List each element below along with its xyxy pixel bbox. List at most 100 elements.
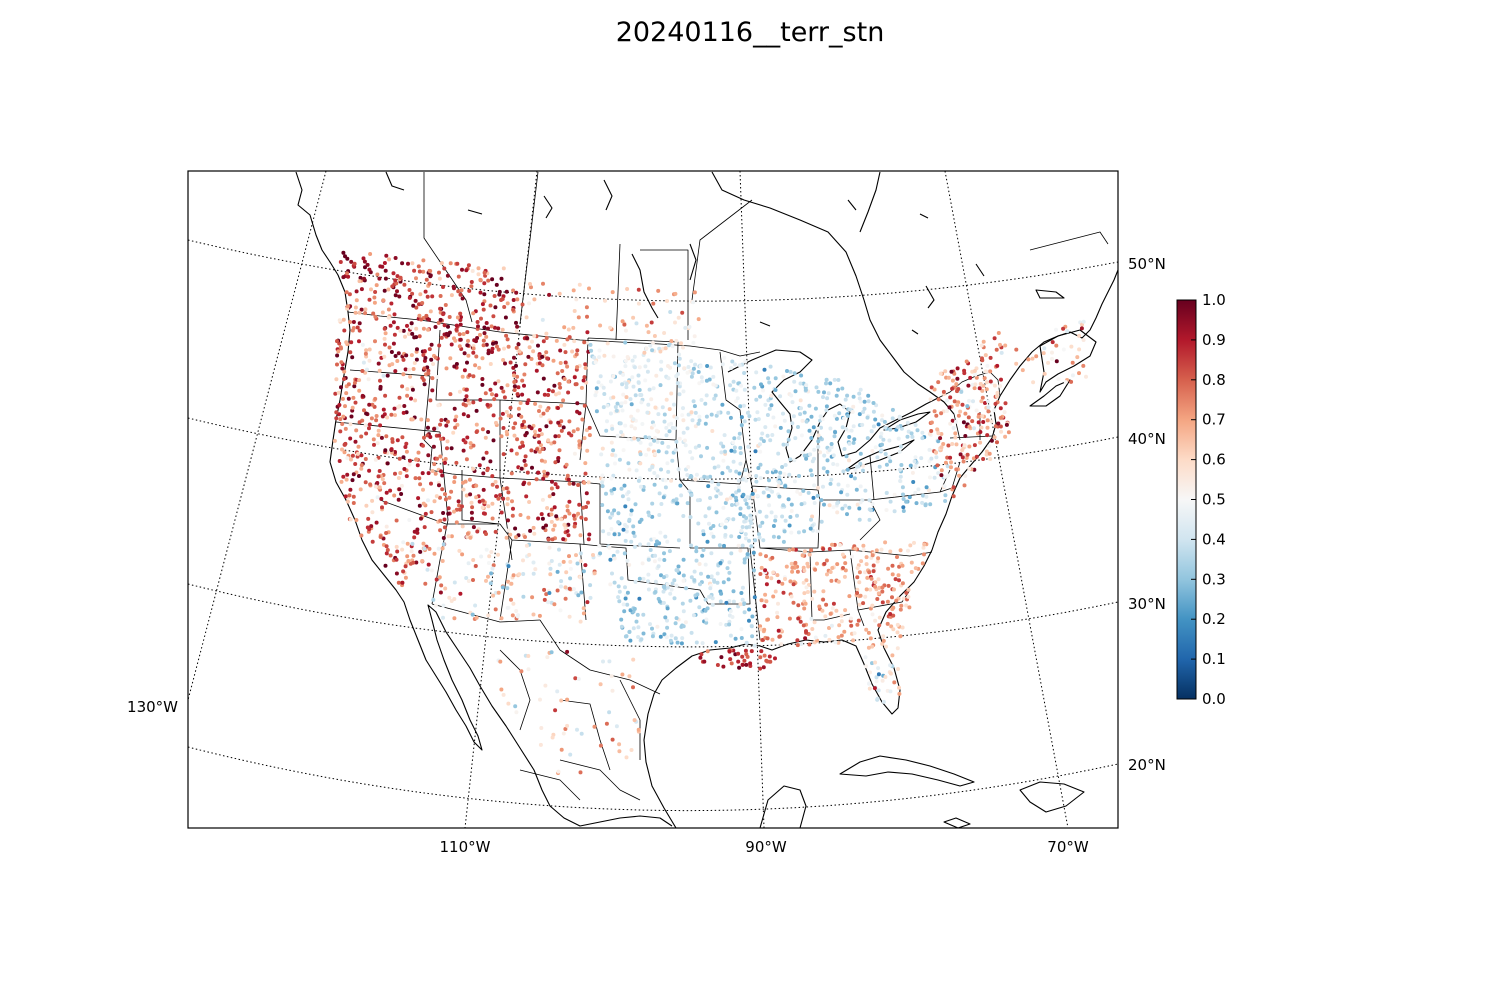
station-marker — [884, 462, 889, 467]
station-marker — [664, 635, 669, 640]
station-marker — [998, 424, 1003, 429]
station-marker — [663, 615, 668, 620]
station-marker — [464, 576, 469, 580]
station-marker — [433, 325, 438, 329]
station-marker — [743, 648, 748, 653]
station-marker — [742, 371, 747, 375]
station-marker — [691, 613, 696, 618]
station-marker — [510, 513, 515, 518]
station-marker — [449, 342, 454, 347]
station-marker — [479, 554, 484, 559]
station-marker — [936, 439, 941, 444]
station-marker — [431, 597, 436, 602]
station-marker — [429, 357, 434, 362]
station-marker — [828, 570, 833, 574]
station-marker — [360, 393, 365, 398]
station-marker — [633, 393, 638, 398]
station-marker — [620, 319, 625, 324]
station-marker — [373, 314, 378, 319]
station-marker — [699, 571, 703, 576]
station-marker — [477, 463, 482, 468]
station-marker — [825, 572, 829, 577]
station-marker — [646, 587, 651, 592]
station-marker — [681, 609, 686, 614]
station-marker — [936, 471, 941, 476]
station-marker — [742, 601, 747, 606]
station-marker — [833, 640, 838, 645]
station-marker — [395, 325, 400, 330]
station-marker — [338, 260, 343, 264]
station-marker — [484, 547, 489, 552]
station-marker — [788, 457, 793, 462]
station-marker — [773, 424, 778, 429]
station-marker — [736, 381, 741, 386]
station-marker — [518, 513, 523, 517]
station-marker — [401, 455, 406, 460]
station-marker — [499, 385, 504, 390]
station-marker — [731, 459, 736, 464]
station-marker — [647, 435, 652, 440]
parallel-50n — [188, 239, 1118, 302]
station-marker — [974, 454, 979, 459]
station-marker — [939, 432, 944, 436]
station-marker — [488, 387, 493, 392]
station-marker — [708, 594, 713, 599]
station-marker — [793, 560, 798, 565]
station-marker — [439, 583, 444, 588]
station-marker — [446, 534, 451, 539]
station-marker — [777, 480, 782, 485]
station-marker — [347, 493, 352, 498]
station-marker — [702, 659, 707, 664]
station-marker — [685, 426, 690, 431]
station-marker — [708, 496, 713, 500]
station-marker — [636, 437, 641, 442]
station-marker — [737, 363, 742, 368]
station-marker — [852, 476, 857, 481]
station-marker — [431, 362, 436, 366]
station-marker — [393, 369, 398, 374]
station-marker — [621, 448, 626, 453]
station-marker — [872, 686, 877, 691]
station-marker — [906, 594, 911, 599]
station-marker — [954, 419, 958, 424]
station-marker — [731, 599, 736, 604]
station-marker — [417, 269, 422, 274]
station-marker — [655, 474, 660, 479]
station-marker — [490, 350, 494, 354]
station-marker — [520, 302, 525, 307]
station-marker — [443, 457, 448, 461]
station-marker — [475, 320, 480, 324]
station-marker — [578, 770, 583, 775]
station-marker — [691, 399, 696, 404]
station-marker — [978, 440, 983, 445]
station-marker — [770, 489, 775, 494]
station-marker — [427, 281, 432, 286]
station-marker — [537, 409, 541, 413]
station-marker — [334, 410, 339, 415]
station-marker — [415, 463, 420, 468]
station-marker — [400, 435, 405, 440]
station-marker — [537, 428, 542, 432]
station-marker — [815, 561, 819, 566]
station-marker — [959, 389, 964, 394]
station-marker — [873, 618, 878, 623]
station-marker — [767, 478, 771, 483]
station-marker — [444, 366, 449, 371]
station-marker — [394, 557, 399, 562]
station-marker — [452, 509, 456, 514]
station-marker — [625, 287, 630, 291]
station-marker — [400, 580, 405, 585]
station-marker — [454, 414, 459, 419]
station-marker — [499, 276, 504, 281]
station-marker — [378, 264, 383, 269]
station-marker — [776, 451, 781, 456]
station-marker — [385, 415, 390, 420]
station-marker — [541, 411, 546, 416]
station-marker — [946, 473, 951, 478]
station-marker — [954, 382, 959, 387]
station-marker — [842, 416, 846, 421]
station-marker — [624, 395, 629, 400]
station-marker — [752, 568, 756, 573]
station-marker — [553, 482, 558, 487]
station-marker — [653, 590, 658, 594]
